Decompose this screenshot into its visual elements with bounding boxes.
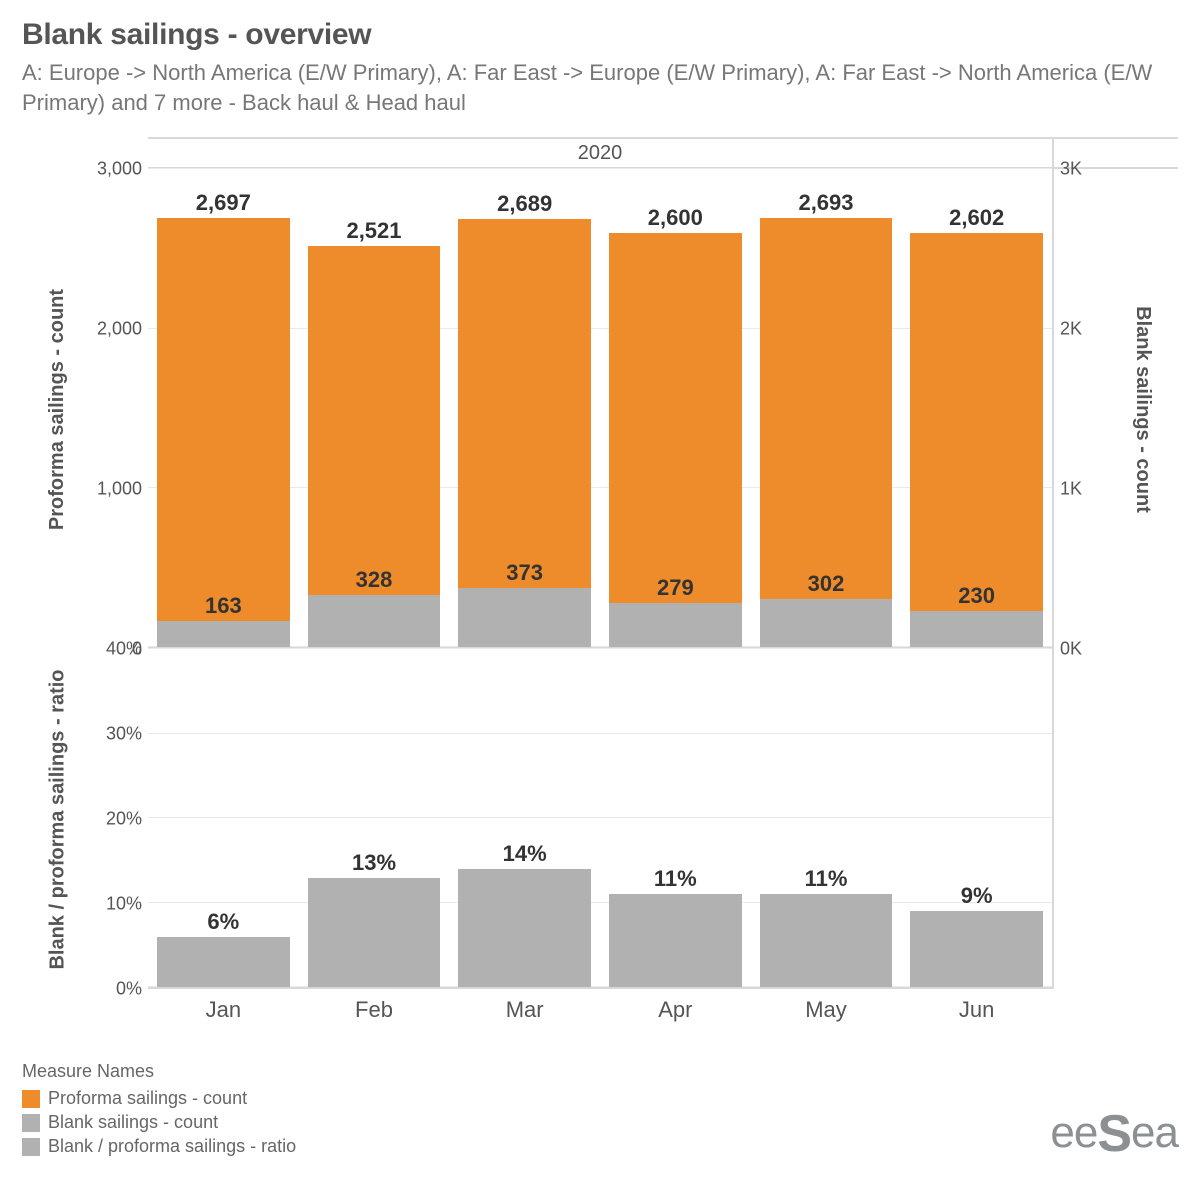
year-header: 2020 — [148, 137, 1052, 169]
bar-blank — [308, 595, 441, 647]
bar-label-blank: 302 — [760, 571, 893, 597]
chart-bottom: 6% 13% 14% 11% 11% 9% — [148, 649, 1052, 989]
bar-ratio — [760, 894, 893, 987]
y-tick: 20% — [106, 809, 142, 830]
y-tick: 40% — [106, 639, 142, 660]
bar-group: 6% — [148, 649, 299, 987]
y-tick: 30% — [106, 724, 142, 745]
legend-swatch — [22, 1138, 40, 1156]
bar-ratio — [609, 894, 742, 987]
x-tick: Jan — [148, 989, 299, 1037]
bar-label-proforma: 2,600 — [609, 205, 742, 231]
bar-label-ratio: 9% — [910, 883, 1043, 909]
x-tick: Feb — [299, 989, 450, 1037]
bar-proforma — [760, 218, 893, 599]
bar-label-ratio: 11% — [760, 866, 893, 892]
bar-group: 9% — [901, 649, 1052, 987]
y-tick: 3K — [1060, 159, 1082, 180]
axis-title-left-top: Proforma sailings - count — [22, 169, 94, 649]
bar-label-proforma: 2,689 — [458, 191, 591, 217]
x-tick: Jun — [901, 989, 1052, 1037]
bar-group: 11% — [600, 649, 751, 987]
bar-label-proforma: 2,602 — [910, 205, 1043, 231]
bar-blank — [157, 621, 290, 647]
bar-label-ratio: 14% — [458, 841, 591, 867]
legend-swatch — [22, 1114, 40, 1132]
bar-ratio — [308, 878, 441, 988]
bar-blank — [609, 603, 742, 647]
bar-blank — [910, 611, 1043, 648]
bar-label-blank: 373 — [458, 560, 591, 586]
axis-title-right-top: Blank sailings - count — [1106, 169, 1178, 649]
legend-label: Blank sailings - count — [48, 1112, 218, 1133]
bar-proforma — [458, 219, 591, 588]
y-ticks-left-top: 01,0002,0003,000 — [94, 169, 148, 649]
axis-title-left-bottom: Blank / proforma sailings - ratio — [22, 649, 94, 989]
x-tick: Apr — [600, 989, 751, 1037]
bar-group: 328 2,521 — [299, 169, 450, 647]
dashboard: 2020 Proforma sailings - count Blank sai… — [22, 137, 1178, 1037]
x-tick: May — [751, 989, 902, 1037]
y-ticks-right-top: 0K1K2K3K — [1052, 169, 1106, 649]
bar-group: 11% — [751, 649, 902, 987]
bar-label-proforma: 2,697 — [157, 190, 290, 216]
bar-label-blank: 230 — [910, 583, 1043, 609]
bar-ratio — [458, 869, 591, 987]
y-tick: 1K — [1060, 479, 1082, 500]
bar-proforma — [609, 233, 742, 603]
bar-label-proforma: 2,521 — [308, 218, 441, 244]
bar-label-ratio: 6% — [157, 909, 290, 935]
bar-proforma — [308, 246, 441, 595]
bar-group: 279 2,600 — [600, 169, 751, 647]
bar-label-proforma: 2,693 — [760, 190, 893, 216]
bar-label-blank: 279 — [609, 575, 742, 601]
bar-label-ratio: 11% — [609, 866, 742, 892]
bar-label-ratio: 13% — [308, 850, 441, 876]
legend-label: Blank / proforma sailings - ratio — [48, 1136, 296, 1157]
bar-group: 230 2,602 — [901, 169, 1052, 647]
page-title: Blank sailings - overview — [22, 18, 1178, 52]
legend-swatch — [22, 1090, 40, 1108]
bar-group: 163 2,697 — [148, 169, 299, 647]
bar-group: 302 2,693 — [751, 169, 902, 647]
bar-ratio — [157, 937, 290, 988]
bar-label-blank: 328 — [308, 567, 441, 593]
y-tick: 0% — [116, 979, 142, 1000]
bar-proforma — [157, 218, 290, 622]
y-tick: 1,000 — [97, 479, 142, 500]
bar-proforma — [910, 233, 1043, 611]
x-axis: JanFebMarAprMayJun — [148, 989, 1052, 1037]
bar-blank — [458, 588, 591, 647]
bar-label-blank: 163 — [157, 593, 290, 619]
bar-blank — [760, 599, 893, 647]
y-tick: 2,000 — [97, 319, 142, 340]
chart-top: 163 2,697 328 2,521 373 2,689 279 2,600 302 2,693… — [148, 169, 1052, 649]
legend-title: Measure Names — [22, 1061, 1178, 1082]
y-tick: 2K — [1060, 319, 1082, 340]
y-tick: 0K — [1060, 639, 1082, 660]
brand-logo: eeSea — [1050, 1100, 1178, 1160]
bar-ratio — [910, 911, 1043, 987]
x-tick: Mar — [449, 989, 600, 1037]
bar-group: 14% — [449, 649, 600, 987]
y-ticks-left-bottom: 0%10%20%30%40% — [94, 649, 148, 989]
bar-group: 13% — [299, 649, 450, 987]
bar-group: 373 2,689 — [449, 169, 600, 647]
legend-label: Proforma sailings - count — [48, 1088, 247, 1109]
y-tick: 3,000 — [97, 159, 142, 180]
y-tick: 10% — [106, 894, 142, 915]
page-subtitle: A: Europe -> North America (E/W Primary)… — [22, 58, 1178, 117]
